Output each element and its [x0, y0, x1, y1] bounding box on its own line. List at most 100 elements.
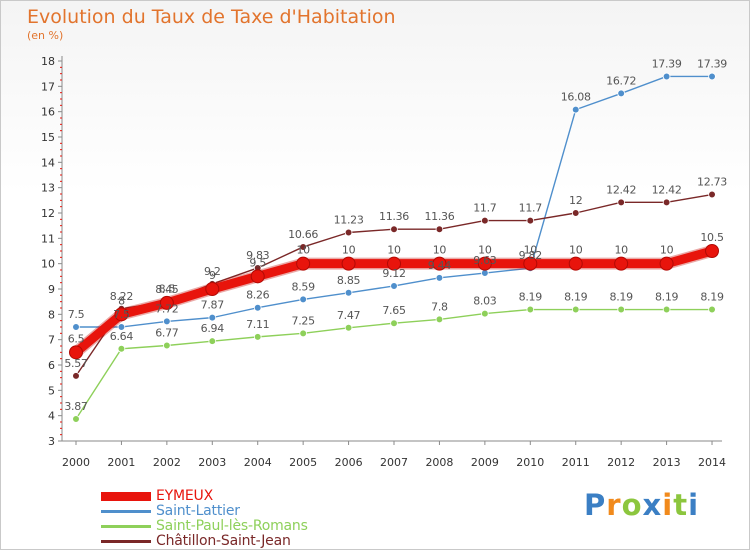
data-label: 6.77: [155, 326, 179, 339]
data-point: [163, 341, 171, 350]
data-label: 6.5: [68, 332, 85, 345]
data-label: 12.73: [697, 176, 727, 189]
data-label: 17.39: [697, 57, 727, 70]
data-point: [72, 323, 80, 331]
data-label: 17.39: [652, 57, 682, 70]
data-label: 9: [209, 269, 216, 282]
data-point: [253, 303, 262, 312]
data-label: 7.11: [246, 318, 269, 331]
data-label: 10: [569, 244, 583, 257]
y-tick-label: 7: [48, 334, 55, 347]
data-label: 10: [433, 244, 447, 257]
data-point: [72, 415, 80, 423]
data-label: 7.72: [155, 302, 178, 315]
data-label: 8.19: [519, 291, 543, 304]
data-label: 7.8: [431, 300, 448, 313]
data-label: 7.25: [292, 314, 316, 327]
data-label: 9.83: [246, 249, 270, 262]
chart-unit-label: (en %): [27, 29, 64, 42]
data-point: [708, 72, 716, 81]
y-tick-label: 15: [41, 131, 55, 144]
data-label: 8: [118, 294, 125, 307]
data-label: 10: [478, 244, 492, 257]
data-label: 7.47: [337, 309, 361, 322]
x-tick-label: 2004: [244, 456, 272, 469]
data-point: [159, 295, 174, 310]
data-label: 10: [342, 244, 356, 257]
data-label: 11.36: [424, 210, 454, 223]
x-tick-label: 2009: [471, 456, 499, 469]
data-point: [208, 337, 217, 345]
legend-swatch: [101, 492, 151, 501]
data-point: [705, 244, 720, 258]
data-label: 9.44: [428, 259, 452, 272]
data-point: [568, 256, 583, 271]
legend-label: Saint-Lattier: [156, 503, 240, 519]
data-point: [435, 315, 444, 324]
data-point: [390, 282, 398, 290]
data-label: 10: [614, 244, 628, 257]
data-point: [205, 282, 220, 296]
data-label: 7.87: [201, 299, 225, 312]
data-label: 8.03: [473, 295, 497, 308]
data-label: 11.23: [334, 214, 364, 227]
y-tick-label: 12: [41, 207, 55, 220]
data-label: 8.22: [110, 290, 133, 303]
data-label: 8.26: [246, 289, 270, 302]
data-point: [571, 305, 580, 314]
chart-title: Evolution du Taux de Taxe d'Habitation: [27, 6, 396, 28]
data-point: [69, 345, 83, 360]
x-tick-label: 2014: [698, 456, 726, 469]
y-tick-label: 11: [41, 232, 55, 245]
data-label: 9.82: [519, 249, 542, 262]
data-point: [296, 256, 311, 271]
logo-letter: i: [688, 488, 700, 522]
data-point: [659, 256, 674, 271]
data-point: [117, 323, 126, 331]
data-label: 5.57: [64, 357, 88, 370]
series-layer: [69, 72, 720, 423]
x-tick-label: 2005: [289, 456, 317, 469]
legend-swatch: [101, 540, 151, 543]
logo-letter: t: [673, 488, 689, 522]
data-label: 9.5: [249, 256, 266, 269]
data-label: 6.94: [201, 322, 225, 335]
data-label: 9.12: [382, 267, 405, 280]
data-point: [344, 288, 353, 297]
data-point: [614, 256, 629, 271]
logo-letter: i: [662, 488, 674, 522]
data-label: 10: [387, 244, 401, 257]
chart-axes: 3 4 5 6 7 8 9 10 11 12 13 14 15 16 17 18 2000 2001 2002 200…: [41, 55, 726, 469]
data-label: 8.19: [655, 291, 679, 304]
data-point: [432, 256, 447, 271]
data-point: [526, 305, 535, 314]
data-point: [299, 243, 307, 251]
data-point: [571, 105, 580, 114]
proxiti-logo: Proxiti: [584, 488, 699, 522]
data-label: 8.45: [155, 283, 179, 296]
data-point: [435, 274, 444, 282]
data-label: 7.65: [382, 304, 406, 317]
data-point: [481, 309, 489, 318]
data-label: 11.7: [473, 202, 497, 215]
data-label: 9.63: [473, 254, 497, 267]
data-label: 8.19: [564, 291, 588, 304]
x-tick-label: 2008: [425, 456, 453, 469]
data-label: 7.5: [113, 308, 130, 321]
data-point: [662, 305, 671, 314]
legend-swatch: [101, 510, 151, 513]
data-point: [571, 209, 580, 217]
data-point: [163, 317, 171, 326]
data-point: [341, 256, 356, 271]
data-label: 6.64: [110, 330, 134, 343]
data-point: [526, 216, 535, 225]
y-tick-label: 9: [48, 283, 55, 296]
data-label: 10: [296, 244, 310, 257]
y-tick-label: 18: [41, 55, 55, 68]
data-label: 12.42: [652, 183, 682, 196]
y-tick-label: 17: [41, 80, 55, 93]
x-tick-label: 2011: [562, 456, 590, 469]
data-label: 8.5: [159, 283, 176, 296]
data-point: [523, 256, 538, 271]
